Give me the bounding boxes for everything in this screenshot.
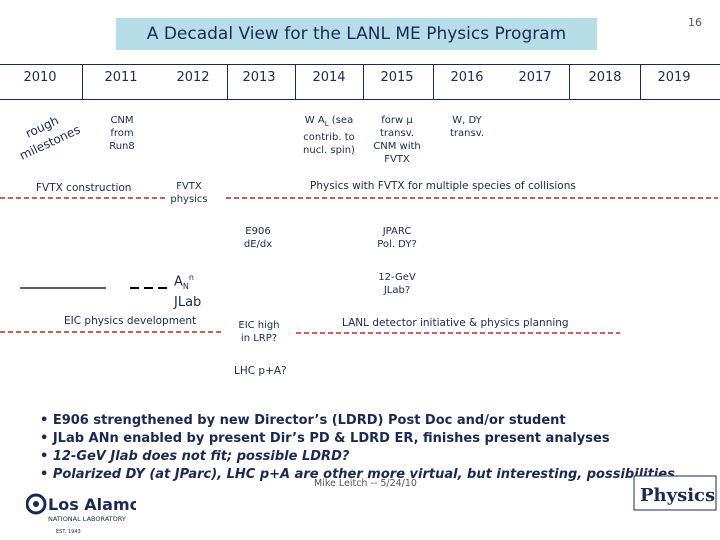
sea-text: (sea: [328, 115, 354, 126]
bullet-12gev: • 12-GeV Jlab does not fit; possible LDR…: [40, 449, 350, 464]
contrib-line: contrib. to: [303, 132, 355, 143]
a-text: A: [174, 274, 183, 290]
w-dy-line: W, DY: [452, 115, 482, 126]
nucl-spin-line: nucl. spin): [303, 145, 355, 156]
n-subscript: N: [182, 281, 189, 291]
year-2013: 2013: [242, 70, 276, 85]
n-superscript: n: [188, 273, 194, 282]
jlab-q-line: JLab?: [383, 285, 411, 296]
los-alamos-logo: Los Alamos NATIONAL LABORATORY EST. 1943: [25, 466, 150, 536]
w-dy-transv: W, DY transv.: [434, 114, 500, 140]
an-jlab-timeline-line: [20, 287, 168, 289]
dedx-line: dE/dx: [243, 239, 273, 250]
physics-with-fvtx-label: Physics with FVTX for multiple species o…: [310, 180, 576, 192]
year-2019: 2019: [657, 70, 691, 85]
forw-mu-line: forw μ: [381, 115, 413, 126]
year-2015: 2015: [380, 70, 414, 85]
year-2018: 2018: [588, 70, 622, 85]
year-divider: [569, 65, 570, 99]
an-jlab: ANn JLab: [174, 270, 214, 311]
cnm-run8: CNM from Run8: [100, 114, 144, 153]
eic-high-in-lrp: EIC high in LRP?: [228, 319, 290, 345]
fvtx-physics-line2: physics: [170, 194, 208, 205]
fvtx-line: FVTX: [384, 154, 410, 165]
bullet-list: • E906 strengthened by new Director’s (L…: [40, 412, 720, 484]
cnm-with-line: CNM with: [373, 141, 421, 152]
lanl-logo-sub: NATIONAL LABORATORY: [48, 515, 126, 523]
fvtx-construction-dashed-line: [0, 197, 168, 199]
bullet-polarized-dy: • Polarized DY (at JParc), LHC p+A are o…: [40, 467, 675, 482]
fvtx-construction-label: FVTX construction: [36, 182, 132, 194]
12gev-line: 12-GeV: [378, 272, 416, 283]
bullet-jlab-an: • JLab ANn enabled by present Dir’s PD &…: [40, 431, 610, 446]
physics-logo-text: Physics: [640, 485, 715, 506]
physics-logo: Physics: [632, 470, 718, 520]
footer-author-date: Mike Leitch -- 5/24/10: [314, 478, 417, 489]
year-divider: [363, 65, 364, 99]
from-line: from: [110, 128, 134, 139]
page-number: 16: [688, 16, 702, 29]
year-divider: [227, 65, 228, 99]
lanl-logo-est: EST. 1943: [56, 529, 81, 535]
w-al-sea-contrib: W AL (sea contrib. to nucl. spin): [295, 114, 363, 157]
l-subscript: L: [324, 120, 329, 128]
year-2012: 2012: [176, 70, 210, 85]
year-2014: 2014: [312, 70, 346, 85]
e906-line: E906: [245, 226, 271, 237]
eic-physics-development-label: EIC physics development: [64, 315, 197, 327]
w-dy-transv-line: transv.: [449, 128, 485, 139]
year-2016: 2016: [450, 70, 484, 85]
fvtx-physics-line1: FVTX: [176, 181, 202, 192]
year-2010: 2010: [23, 70, 57, 85]
jlab-line: JLab: [174, 294, 202, 310]
year-divider: [433, 65, 434, 99]
w-a-text: W A: [304, 115, 325, 126]
eic-dev-dashed-line: [0, 331, 224, 333]
rough-milestones-label: rough milestones: [17, 112, 88, 164]
slide-title: A Decadal View for the LANL ME Physics P…: [116, 18, 597, 50]
12gev-jlab: 12-GeV JLab?: [362, 271, 432, 297]
year-2011: 2011: [104, 70, 138, 85]
pol-dy-line: Pol. DY?: [377, 239, 417, 250]
lanl-detector-dashed-line: [296, 332, 620, 334]
e906-dedx: E906 dE/dx: [226, 225, 290, 251]
timeline-year-row: 2010 2011 2012 2013 2014 2015 2016 2017 …: [0, 64, 720, 100]
in-lrp-line: in LRP?: [240, 333, 278, 344]
cnm-line: CNM: [110, 115, 134, 126]
forw-mu-transv: forw μ transv. CNM with FVTX: [364, 114, 430, 166]
transv-line: transv.: [379, 128, 415, 139]
lanl-logo-name: Los Alamos: [48, 495, 136, 514]
year-divider: [295, 65, 296, 99]
fvtx-physics: FVTX physics: [166, 180, 212, 206]
year-divider: [82, 65, 83, 99]
jparc-line: JPARC: [382, 226, 412, 237]
eic-high-line: EIC high: [238, 320, 280, 331]
physics-with-fvtx-dashed-line: [226, 197, 718, 199]
year-2017: 2017: [518, 70, 552, 85]
run8-line: Run8: [109, 141, 135, 152]
year-divider: [640, 65, 641, 99]
lhc-pa-label: LHC p+A?: [234, 365, 287, 377]
jparc-pol-dy: JPARC Pol. DY?: [364, 225, 430, 251]
bullet-e906: • E906 strengthened by new Director’s (L…: [40, 413, 566, 428]
lanl-detector-initiative-label: LANL detector initiative & physics plann…: [342, 317, 569, 329]
